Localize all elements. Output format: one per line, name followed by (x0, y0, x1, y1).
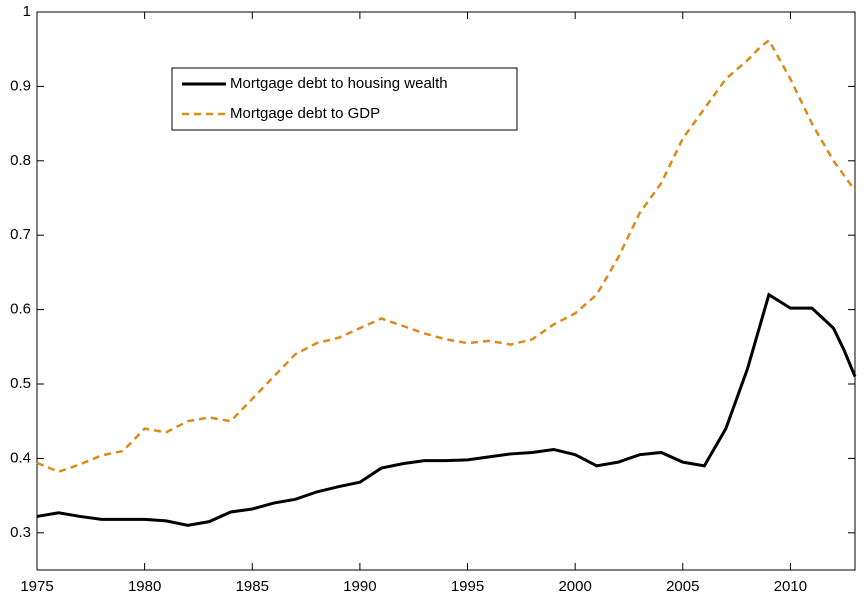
legend-label: Mortgage debt to housing wealth (230, 75, 448, 92)
legend-label: Mortgage debt to GDP (230, 105, 380, 122)
y-tick-label: 0.6 (10, 301, 31, 318)
series-line (36, 38, 857, 474)
series-line (36, 292, 857, 527)
x-tick-label: 2000 (558, 578, 591, 595)
x-tick-label: 1995 (451, 578, 484, 595)
plot-frame (36, 11, 856, 571)
legend-box (171, 67, 518, 131)
y-tick-label: 0.4 (10, 449, 31, 466)
x-tick-label: 1980 (128, 578, 161, 595)
y-tick-label: 0.3 (10, 524, 31, 541)
x-tick-label: 1990 (343, 578, 376, 595)
y-tick-label: 0.8 (10, 152, 31, 169)
x-tick-label: 1975 (20, 578, 53, 595)
y-tick-label: 1 (23, 3, 31, 20)
y-tick-label: 0.5 (10, 375, 31, 392)
x-tick-label: 2010 (774, 578, 807, 595)
x-tick-label: 1985 (236, 578, 269, 595)
y-tick-label: 0.7 (10, 226, 31, 243)
x-tick-label: 2005 (666, 578, 699, 595)
y-tick-label: 0.9 (10, 77, 31, 94)
